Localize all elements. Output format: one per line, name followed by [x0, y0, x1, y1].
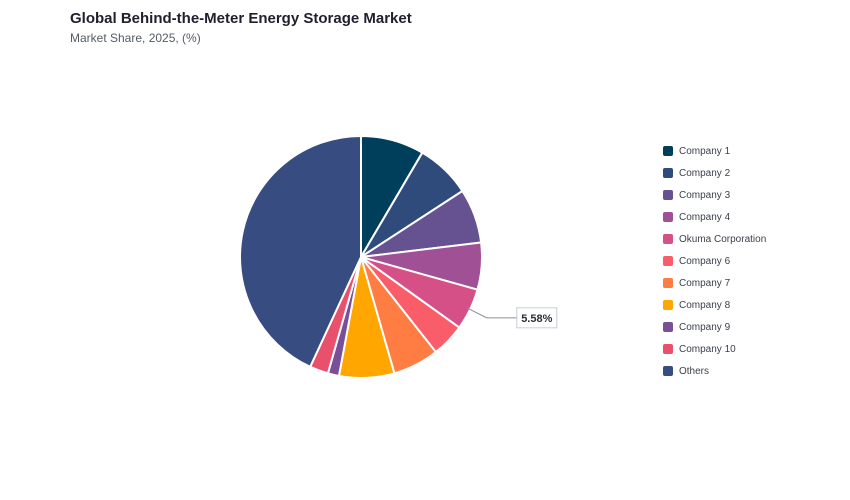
legend-label: Company 2	[679, 167, 731, 179]
legend-label: Company 7	[679, 277, 731, 289]
legend-label: Company 1	[679, 145, 731, 157]
legend-swatch	[663, 344, 673, 354]
legend-item-company-8[interactable]: Company 8	[663, 294, 766, 316]
pie-slice-others[interactable]	[239, 135, 362, 368]
legend-swatch	[663, 168, 673, 178]
legend-swatch	[663, 234, 673, 244]
legend-swatch	[663, 300, 673, 310]
legend-swatch	[663, 366, 673, 376]
annotation-label: 5.58%	[521, 313, 552, 325]
legend-item-okuma-corporation[interactable]: Okuma Corporation	[663, 228, 766, 250]
chart-title: Global Behind-the-Meter Energy Storage M…	[70, 10, 412, 27]
legend-item-company-3[interactable]: Company 3	[663, 184, 766, 206]
legend-label: Company 8	[679, 299, 731, 311]
legend-item-company-1[interactable]: Company 1	[663, 140, 766, 162]
legend-label: Company 6	[679, 255, 731, 267]
legend-item-company-10[interactable]: Company 10	[663, 338, 766, 360]
legend-label: Company 10	[679, 343, 736, 355]
annotation-box	[516, 307, 558, 329]
annotation-leader-line	[466, 307, 517, 319]
legend-item-others[interactable]: Others	[663, 360, 766, 382]
legend-swatch	[663, 256, 673, 266]
legend-label: Company 9	[679, 321, 731, 333]
legend-label: Others	[679, 365, 710, 377]
legend-swatch	[663, 278, 673, 288]
legend-item-company-7[interactable]: Company 7	[663, 272, 766, 294]
legend-swatch	[663, 146, 673, 156]
legend-item-company-9[interactable]: Company 9	[663, 316, 766, 338]
chart-legend: Company 1 Company 2 Company 3 Company 4 Okum…	[663, 140, 766, 382]
legend-swatch	[663, 322, 673, 332]
legend-item-company-2[interactable]: Company 2	[663, 162, 766, 184]
legend-item-company-6[interactable]: Company 6	[663, 250, 766, 272]
legend-swatch	[663, 190, 673, 200]
legend-item-company-4[interactable]: Company 4	[663, 206, 766, 228]
legend-swatch	[663, 212, 673, 222]
legend-label: Company 4	[679, 211, 731, 223]
legend-label: Company 3	[679, 189, 731, 201]
legend-label: Okuma Corporation	[679, 233, 767, 245]
chart-subtitle: Market Share, 2025, (%)	[70, 31, 201, 45]
